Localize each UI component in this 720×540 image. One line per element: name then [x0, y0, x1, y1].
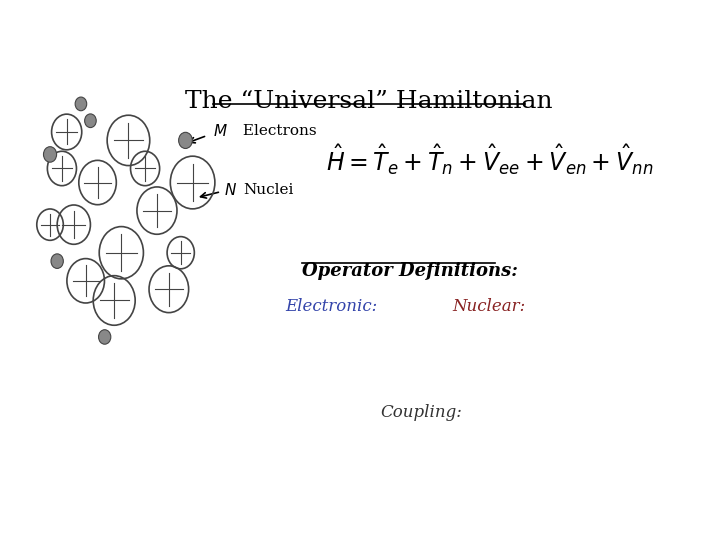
Text: Coupling:: Coupling:: [380, 404, 462, 421]
Text: The “Universal” Hamiltonian: The “Universal” Hamiltonian: [185, 90, 553, 113]
Text: $N$: $N$: [224, 181, 237, 198]
Circle shape: [75, 97, 86, 111]
Text: Electronic:: Electronic:: [285, 298, 377, 315]
Text: $\hat{H} = \hat{T}_e + \hat{T}_n + \hat{V}_{ee} + \hat{V}_{en} + \hat{V}_{nn}$: $\hat{H} = \hat{T}_e + \hat{T}_n + \hat{…: [325, 142, 654, 177]
Circle shape: [43, 147, 57, 162]
Circle shape: [99, 330, 111, 344]
Text: Electrons: Electrons: [238, 124, 317, 138]
Text: Nuclei: Nuclei: [243, 183, 294, 197]
Circle shape: [179, 132, 192, 149]
Text: Operator Definitions:: Operator Definitions:: [302, 262, 518, 280]
Circle shape: [85, 114, 96, 127]
Text: Nuclear:: Nuclear:: [453, 298, 526, 315]
Text: $M$: $M$: [213, 123, 228, 139]
Circle shape: [51, 254, 63, 268]
